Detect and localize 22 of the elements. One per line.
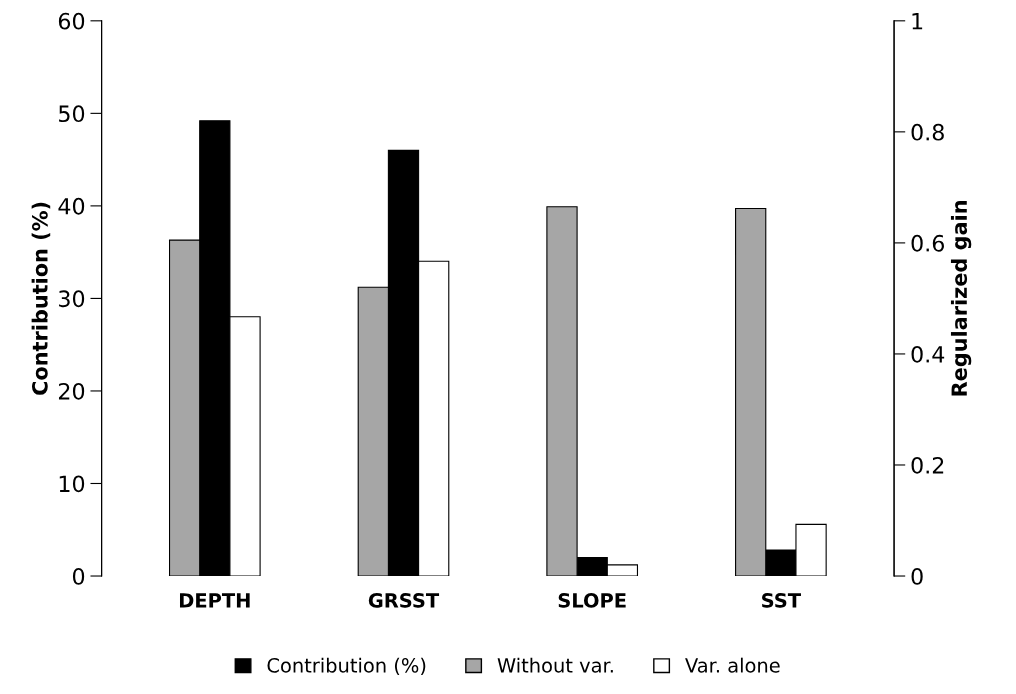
y2-tick-label: 0.6: [911, 234, 944, 252]
y-tick-label: 60: [58, 12, 85, 30]
y2-tick-label: 1: [912, 13, 923, 30]
legend-label: Contribution (%): [267, 657, 426, 676]
y-tick-label: 30: [59, 290, 85, 308]
y-axis-title: Contribution (%): [31, 202, 51, 395]
y-tick-label: 10: [59, 475, 85, 493]
legend-label: Without var.: [497, 657, 613, 673]
y-tick-label: 50: [59, 105, 85, 123]
x-tick-label: SST: [762, 593, 801, 608]
y2-tick-label: 0: [911, 567, 923, 585]
x-tick-label: SLOPE: [558, 593, 626, 608]
x-tick-label: GRSST: [368, 593, 440, 608]
legend-label: Var. alone: [685, 657, 780, 673]
x-tick-label: DEPTH: [179, 593, 250, 608]
y2-tick-label: 0.4: [911, 345, 945, 363]
y2-tick-label: 0.2: [911, 456, 944, 474]
y2-tick-label: 0.8: [911, 123, 944, 141]
y-tick-label: 0: [72, 567, 85, 585]
y2-axis-title: Regularized gain: [950, 201, 972, 396]
y-tick-label: 20: [58, 382, 85, 400]
y-tick-label: 40: [58, 197, 85, 215]
